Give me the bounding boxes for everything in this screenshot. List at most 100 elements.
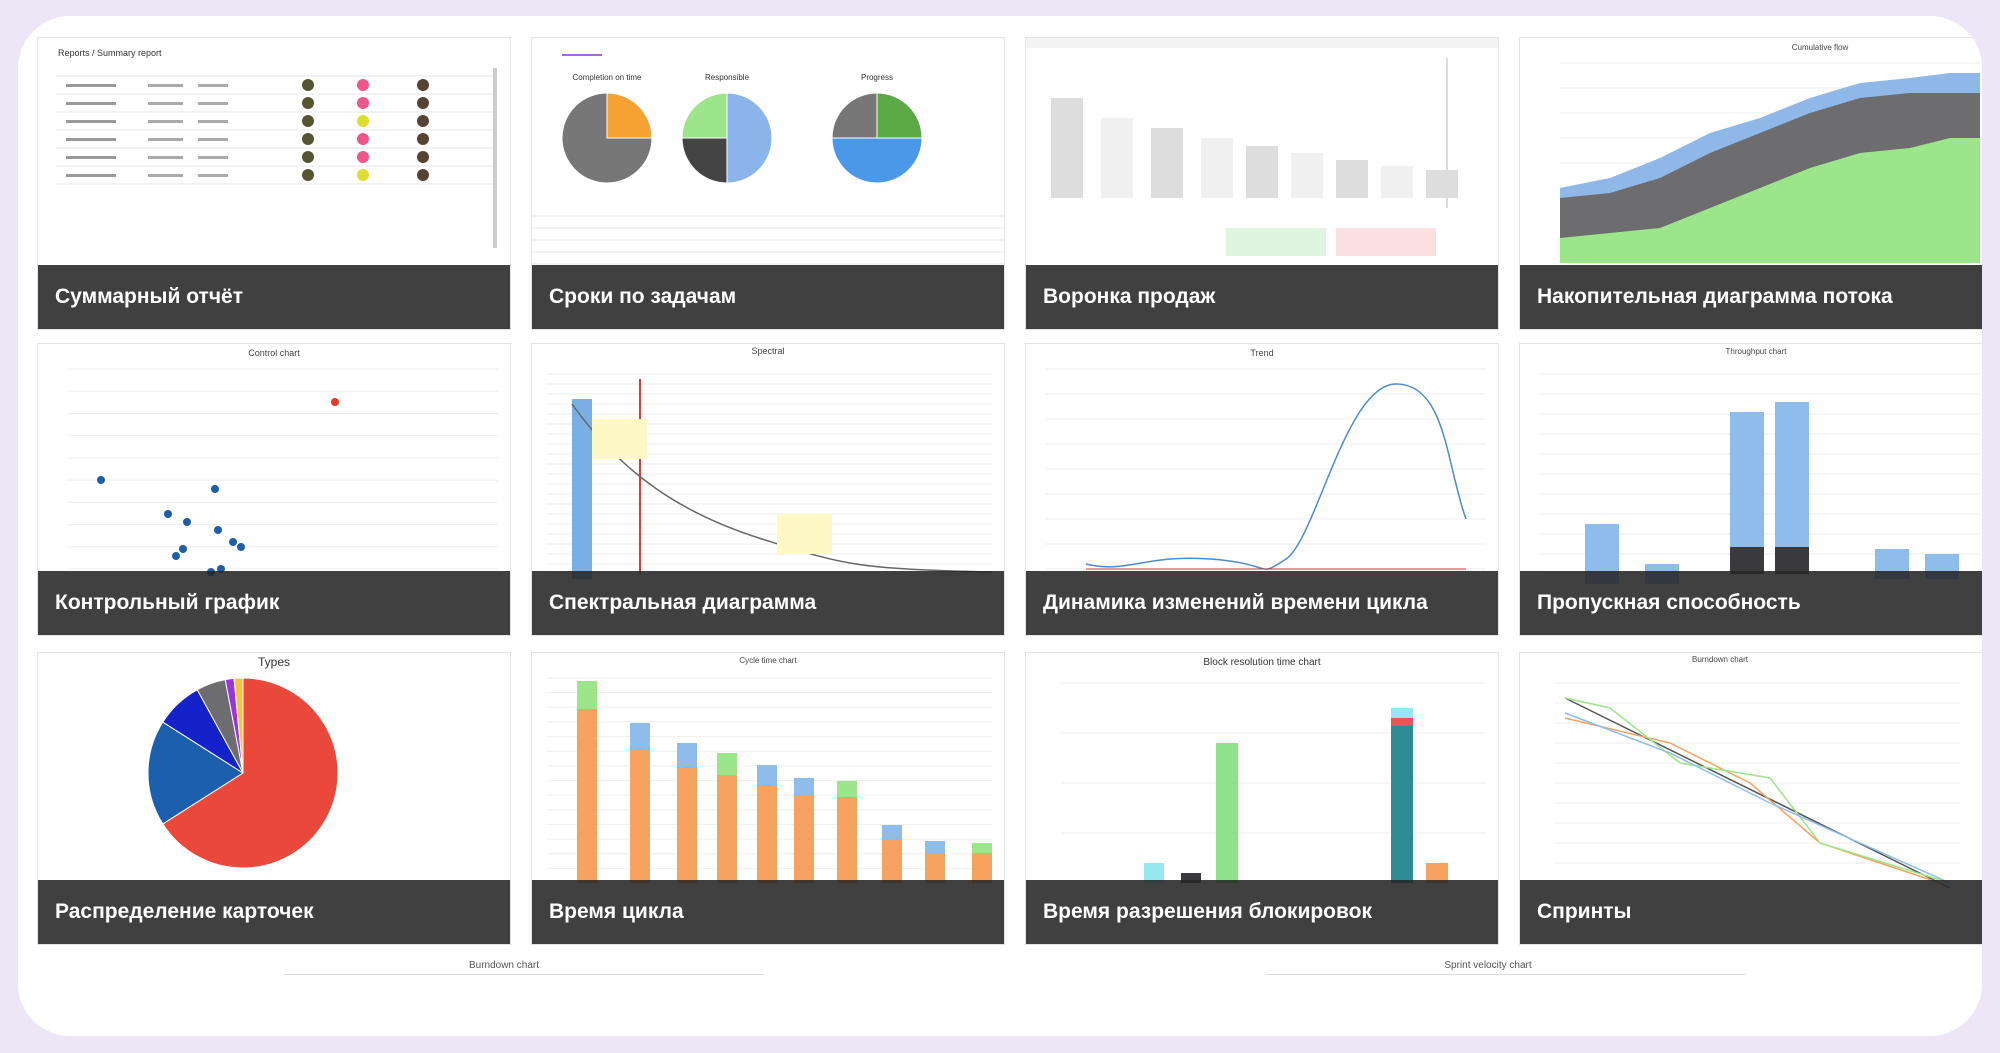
bar [1181,873,1201,883]
bar [777,514,832,554]
report-card[interactable]: Cumulative flow Накопительная диаграмма п… [1520,38,1982,329]
bar [148,156,183,159]
bar [1051,98,1083,198]
bar [717,753,737,883]
line [1564,697,1951,884]
bar [66,174,116,177]
chart-label: Spectral [751,346,784,356]
chart-label: Cycle time chart [739,656,797,665]
dot [164,510,172,518]
bar [148,138,183,141]
card-caption: Суммарный отчёт [38,265,510,329]
dot [357,133,369,145]
dot [183,518,191,526]
bar [1381,166,1413,198]
card-caption: Динамика изменений времени цикла [1026,571,1498,635]
card-caption: Спектральная диаграмма [532,571,1004,635]
line [1564,697,1951,889]
card-caption: Накопительная диаграмма потока [1520,265,1982,329]
bar [148,102,183,105]
dot [302,97,314,109]
chart-label: Progress [861,73,893,82]
dot [417,151,429,163]
line [1564,717,1941,884]
pie-slice [876,92,923,139]
dot [417,169,429,181]
bar [677,743,697,883]
bar [1201,138,1233,198]
bar [1144,863,1164,883]
thumbnail: Trend [1046,348,1486,570]
partial-chart-axis [1266,974,1746,975]
report-card[interactable]: Spectral Спектральная диаграмма [532,344,1004,635]
chart-label: Block resolution time chart [1203,657,1320,668]
dot [417,79,429,91]
dot [302,79,314,91]
bar [1446,58,1448,208]
thumbnail [1026,38,1498,256]
pie-slice [831,92,878,139]
dot [302,133,314,145]
report-card[interactable]: Throughput chart Пропускная способность [1520,344,1982,635]
bar [837,781,857,797]
bar [198,84,228,87]
bar [66,138,116,141]
bar [66,84,116,87]
bar [493,68,497,248]
report-card[interactable]: Completion on time Responsible Progress Сро… [532,38,1004,329]
pie-slice [681,137,728,184]
thumbnail: Cycle time chart [547,656,992,884]
bar [1336,160,1368,198]
bar [677,743,697,767]
dot [302,169,314,181]
thumbnail: Types [147,655,339,869]
dot [417,133,429,145]
bar [837,781,857,883]
bar [794,778,814,883]
dot [357,151,369,163]
dot [211,485,219,493]
chart-label: Burndown chart [1692,655,1749,664]
pie-slice [233,677,244,774]
thumbnail: Reports / Summary report [56,48,497,248]
pie-slice [681,92,728,139]
dot [357,97,369,109]
bar [577,681,597,883]
report-card[interactable]: Reports / Summary report Суммарный отчёт [38,38,510,329]
chart-label: Responsible [705,73,750,82]
dot [237,543,245,551]
pie-slice [147,721,244,825]
thumbnail: Completion on time Responsible Progress [532,54,1004,265]
bar [1291,153,1323,198]
report-card[interactable]: Воронка продаж [1026,38,1498,329]
bar [66,156,116,159]
bar [148,84,183,87]
card-caption: Сроки по задачам [532,265,1004,329]
dot [417,115,429,127]
thumbnail: Control chart [68,348,498,576]
bar [1730,412,1764,547]
dot [229,538,237,546]
report-card[interactable]: Types Распределение карточек [38,653,510,944]
bar [1246,146,1278,198]
report-card[interactable]: Cycle time chart Время цикла [532,653,1004,944]
report-card[interactable]: Trend Динамика изменений времени цикла [1026,344,1498,635]
bar [1391,718,1413,726]
report-card[interactable]: Burndown chart Спринты [1520,653,1982,944]
gallery: Reports / Summary report Суммарный отчёт C… [18,16,1982,1036]
dot [417,97,429,109]
line [571,403,993,573]
bar [66,120,116,123]
chart-label: Throughput chart [1726,347,1788,356]
chart-label: Completion on time [573,73,642,82]
bar [562,54,602,56]
partial-chart-title: Sprint velocity chart [1444,960,1532,971]
report-card[interactable]: Control chart Контрольный график [38,344,510,635]
pie-slice [726,92,773,184]
pie-slice [162,677,339,869]
bar [1101,118,1133,198]
partial-chart-axis [284,974,764,975]
bar [1426,863,1448,883]
report-card[interactable]: Block resolution time chart Время разреше… [1026,653,1498,944]
dot [172,552,180,560]
